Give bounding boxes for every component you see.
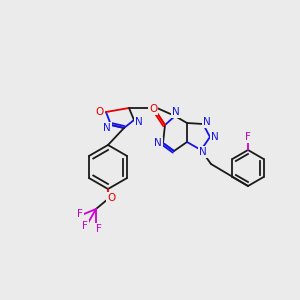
Text: O: O (96, 107, 104, 117)
Text: N: N (203, 117, 211, 127)
Text: N: N (172, 107, 180, 117)
Text: F: F (82, 221, 88, 231)
Text: F: F (77, 209, 83, 219)
Text: N: N (154, 138, 162, 148)
Text: F: F (96, 224, 102, 234)
Text: N: N (199, 147, 207, 157)
Text: N: N (211, 132, 219, 142)
Text: N: N (103, 123, 111, 133)
Text: O: O (149, 104, 157, 114)
Text: N: N (135, 117, 143, 127)
Text: O: O (107, 193, 115, 203)
Text: F: F (245, 132, 251, 142)
